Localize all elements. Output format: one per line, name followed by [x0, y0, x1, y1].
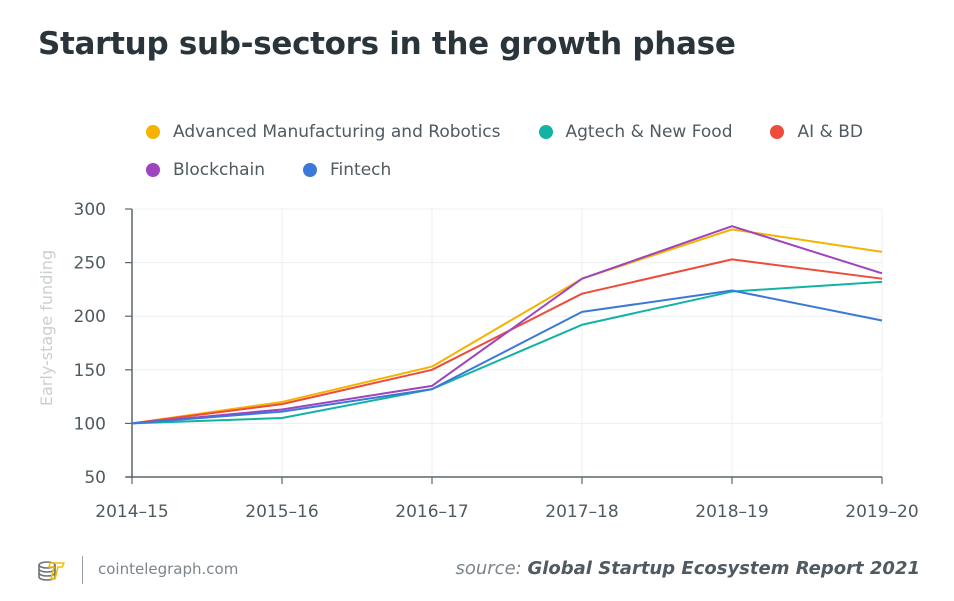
source-prefix: source:: [455, 558, 522, 579]
legend-marker-icon: [303, 163, 318, 177]
y-tick-label: 250: [74, 254, 106, 274]
legend-item-ai-bd[interactable]: AI & BD: [770, 122, 863, 142]
y-tick-label: 150: [74, 361, 106, 381]
legend-marker-icon: [770, 125, 785, 139]
x-tick-label: 2017–18: [545, 502, 618, 522]
x-tick-label: 2014–15: [95, 502, 168, 522]
legend-marker-icon: [538, 125, 553, 139]
series-line-advanced-manufacturing-and-robotics: [131, 228, 883, 425]
x-tick-label: 2018–19: [695, 502, 768, 522]
legend-label: Blockchain: [173, 160, 266, 180]
series-line-ai-bd: [131, 258, 883, 425]
y-axis-title: Early-stage funding: [37, 250, 56, 406]
legend-label: Advanced Manufacturing and Robotics: [173, 122, 501, 142]
source-name: Global Startup Ecosystem Report 2021: [527, 558, 920, 579]
legend-item-blockchain[interactable]: Blockchain: [146, 160, 265, 180]
legend-item-advanced-manufacturing[interactable]: Advanced Manufacturing and Robotics: [146, 122, 501, 142]
legend-item-fintech[interactable]: Fintech: [303, 160, 391, 180]
x-tick-label: 2019–20: [845, 502, 918, 522]
legend-item-agtech[interactable]: Agtech & New Food: [538, 122, 733, 142]
legend: Advanced Manufacturing and Robotics Agte…: [146, 113, 926, 189]
series-line-blockchain: [131, 225, 883, 425]
footer-site[interactable]: cointelegraph.com: [98, 560, 239, 578]
legend-row-1: Advanced Manufacturing and Robotics Agte…: [146, 113, 926, 151]
series-line-agtech-new-food: [131, 280, 883, 425]
legend-marker-icon: [146, 163, 160, 177]
chart-title: Startup sub-sectors in the growth phase: [38, 26, 736, 62]
y-tick-label: 300: [74, 200, 106, 220]
legend-label: Fintech: [330, 160, 392, 180]
legend-label: AI & BD: [797, 122, 863, 142]
x-tick-label: 2015–16: [245, 502, 318, 522]
y-tick-label: 200: [74, 307, 106, 327]
series-line-fintech: [131, 289, 883, 425]
y-tick-label: 100: [74, 414, 106, 434]
x-tick-label: 2016–17: [395, 502, 468, 522]
y-tick-label: 50: [84, 468, 106, 488]
legend-marker-icon: [146, 125, 160, 139]
legend-label: Agtech & New Food: [565, 122, 733, 142]
legend-row-2: Blockchain Fintech: [146, 151, 926, 189]
cointelegraph-logo-icon: [38, 561, 65, 581]
footer-source: source: Global Startup Ecosystem Report …: [455, 558, 920, 579]
footer-divider: [82, 556, 83, 584]
